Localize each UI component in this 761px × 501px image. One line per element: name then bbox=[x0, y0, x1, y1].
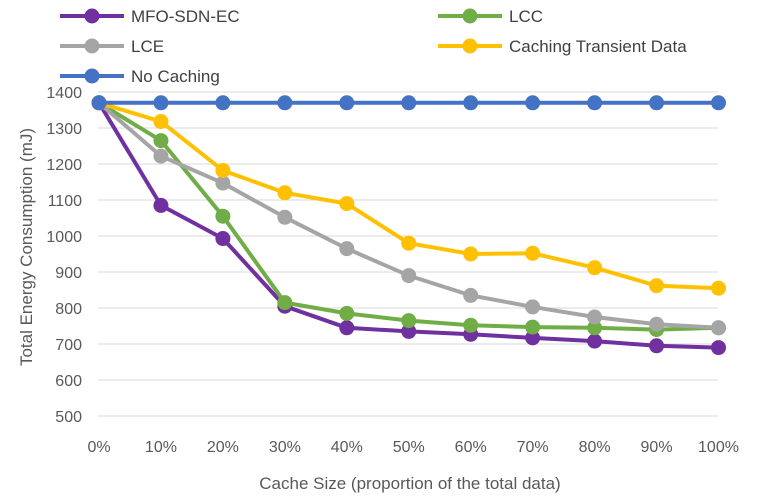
data-point bbox=[339, 196, 355, 212]
x-axis-ticks: 0% 10% 20% 30% 40% 50% 60% 70% 80% 90% 100% bbox=[87, 439, 739, 456]
data-point bbox=[711, 320, 726, 336]
data-point bbox=[401, 268, 417, 284]
data-point bbox=[401, 95, 417, 111]
legend: MFO-SDN-EC LCC LCE Caching Transient Data No… bbox=[60, 7, 687, 86]
data-point bbox=[463, 95, 479, 111]
legend-item: No Caching bbox=[60, 67, 220, 86]
x-tick-label: 90% bbox=[641, 439, 673, 456]
legend-swatch-marker bbox=[84, 38, 100, 54]
legend-label: MFO-SDN-EC bbox=[131, 7, 240, 26]
data-point bbox=[277, 209, 293, 225]
y-tick-label: 700 bbox=[55, 337, 82, 354]
data-point bbox=[153, 148, 169, 164]
legend-label: LCC bbox=[509, 7, 543, 26]
data-point bbox=[463, 246, 479, 262]
series-line bbox=[97, 101, 719, 330]
data-point bbox=[587, 260, 603, 276]
y-tick-label: 1300 bbox=[46, 121, 82, 138]
data-point bbox=[401, 313, 417, 329]
legend-label: LCE bbox=[131, 37, 164, 56]
y-tick-label: 800 bbox=[55, 301, 82, 318]
data-point bbox=[587, 95, 603, 111]
data-point bbox=[153, 197, 169, 213]
x-tick-label: 70% bbox=[517, 439, 549, 456]
data-point bbox=[215, 231, 231, 247]
legend-item: LCC bbox=[438, 7, 543, 26]
data-point bbox=[463, 287, 479, 303]
series-line bbox=[98, 100, 719, 291]
legend-label: Caching Transient Data bbox=[509, 37, 687, 56]
data-point bbox=[587, 309, 603, 325]
x-tick-label: 80% bbox=[579, 439, 611, 456]
series-no-caching bbox=[91, 95, 726, 111]
x-tick-label: 10% bbox=[145, 439, 177, 456]
data-point bbox=[215, 95, 231, 111]
data-point bbox=[339, 95, 355, 111]
x-tick-label: 40% bbox=[331, 439, 363, 456]
data-point bbox=[339, 241, 355, 257]
legend-swatch-marker bbox=[84, 68, 100, 84]
x-tick-label: 60% bbox=[455, 439, 487, 456]
data-point bbox=[525, 319, 541, 335]
data-point bbox=[711, 340, 726, 356]
y-tick-label: 500 bbox=[55, 409, 82, 426]
data-point bbox=[587, 320, 603, 336]
legend-label: No Caching bbox=[131, 67, 220, 86]
data-point bbox=[587, 333, 603, 349]
data-point bbox=[649, 338, 665, 354]
data-point bbox=[525, 95, 541, 111]
series-caching-transient-data bbox=[91, 95, 726, 296]
data-point bbox=[153, 114, 169, 130]
legend-item: LCE bbox=[60, 37, 164, 56]
data-point bbox=[649, 278, 665, 294]
y-axis-ticks: 500 600 700 800 900 1000 1100 1200 1300 1400 bbox=[46, 85, 82, 426]
x-axis-title: Cache Size (proportion of the total data… bbox=[259, 474, 560, 493]
data-point bbox=[277, 95, 293, 111]
series-layer bbox=[91, 95, 726, 356]
x-tick-label: 50% bbox=[393, 439, 425, 456]
legend-swatch-marker bbox=[462, 8, 478, 24]
data-point bbox=[215, 162, 231, 178]
series-line bbox=[97, 101, 719, 350]
data-point bbox=[215, 208, 231, 224]
data-point bbox=[401, 235, 417, 251]
x-tick-label: 20% bbox=[207, 439, 239, 456]
data-point bbox=[525, 330, 541, 346]
data-point bbox=[525, 245, 541, 261]
data-point bbox=[277, 185, 293, 201]
x-tick-label: 100% bbox=[698, 439, 739, 456]
series-line bbox=[97, 101, 719, 332]
y-tick-label: 900 bbox=[55, 265, 82, 282]
legend-swatch-marker bbox=[84, 8, 100, 24]
data-point bbox=[277, 295, 293, 311]
data-point bbox=[649, 95, 665, 111]
x-tick-label: 30% bbox=[269, 439, 301, 456]
data-point bbox=[649, 316, 665, 332]
data-point bbox=[711, 280, 726, 296]
data-point bbox=[91, 95, 107, 111]
data-point bbox=[525, 299, 541, 315]
data-point bbox=[153, 133, 169, 149]
y-tick-label: 1400 bbox=[46, 85, 82, 102]
series-lcc bbox=[91, 95, 726, 338]
y-tick-label: 1200 bbox=[46, 157, 82, 174]
data-point bbox=[215, 175, 231, 191]
data-point bbox=[153, 95, 169, 111]
legend-item: MFO-SDN-EC bbox=[60, 7, 240, 26]
y-axis-title: Total Energy Consumption (mJ) bbox=[17, 128, 36, 366]
series-lce bbox=[91, 95, 726, 336]
data-point bbox=[339, 320, 355, 336]
y-tick-label: 1100 bbox=[48, 193, 83, 210]
legend-swatch-marker bbox=[462, 38, 478, 54]
x-tick-label: 0% bbox=[87, 439, 110, 456]
data-point bbox=[401, 323, 417, 339]
data-point bbox=[463, 317, 479, 333]
legend-item: Caching Transient Data bbox=[438, 37, 687, 56]
y-tick-label: 600 bbox=[55, 373, 82, 390]
data-point bbox=[339, 305, 355, 321]
y-tick-label: 1000 bbox=[46, 229, 82, 246]
data-point bbox=[711, 95, 726, 111]
